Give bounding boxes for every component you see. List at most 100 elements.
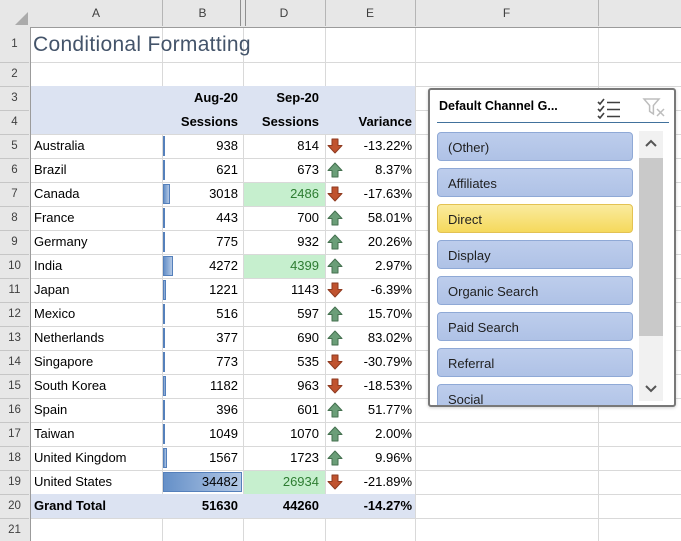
variance-cell[interactable]: -13.22% (363, 138, 412, 153)
sep-sessions-cell[interactable]: 932 (297, 234, 319, 249)
row-header-19[interactable]: 19 (8, 476, 21, 488)
aug-sessions-cell[interactable]: 775 (216, 234, 238, 249)
grand-total-label[interactable]: Grand Total (34, 498, 106, 513)
country-cell[interactable]: Taiwan (34, 426, 75, 441)
variance-cell[interactable]: -21.89% (363, 474, 412, 489)
row-header-21[interactable]: 21 (8, 524, 21, 536)
sep-sessions-cell[interactable]: 814 (297, 138, 319, 153)
sep-sessions-cell[interactable]: 597 (297, 306, 319, 321)
variance-cell[interactable]: -18.53% (363, 378, 412, 393)
variance-cell[interactable]: 83.02% (367, 330, 412, 345)
row-header-5[interactable]: 5 (11, 140, 18, 152)
variance-cell[interactable]: -6.39% (370, 282, 412, 297)
aug-sessions-cell[interactable]: 1221 (209, 282, 238, 297)
aug-sessions-cell[interactable]: 377 (216, 330, 238, 345)
country-cell[interactable]: United States (34, 474, 113, 489)
country-cell[interactable]: India (34, 258, 63, 273)
sep-sessions-cell[interactable]: 601 (297, 402, 319, 417)
grand-total-aug[interactable]: 51630 (201, 498, 238, 513)
country-cell[interactable]: Spain (34, 402, 68, 417)
country-cell[interactable]: United Kingdom (34, 450, 127, 465)
sep-sessions-cell[interactable]: 1070 (290, 426, 319, 441)
column-header-E[interactable]: E (365, 6, 374, 20)
pivot-sessions-2[interactable]: Sessions (261, 114, 319, 129)
aug-sessions-cell[interactable]: 396 (216, 402, 238, 417)
row-header-15[interactable]: 15 (8, 380, 21, 392)
variance-cell[interactable]: 9.96% (375, 450, 412, 465)
row-header-11[interactable]: 11 (8, 284, 21, 296)
row-header-20[interactable]: 20 (8, 500, 21, 512)
slicer-item-paid-search[interactable]: Paid Search (437, 312, 633, 341)
pivot-variance-header[interactable]: Variance (358, 114, 413, 129)
sep-sessions-cell[interactable]: 1143 (291, 282, 319, 297)
row-header-4[interactable]: 4 (11, 116, 18, 128)
country-cell[interactable]: Germany (34, 234, 88, 249)
row-header-1[interactable]: 1 (11, 38, 18, 50)
row-header-7[interactable]: 7 (11, 188, 18, 200)
pivot-month-2[interactable]: Sep-20 (276, 90, 319, 105)
column-header-last[interactable] (598, 0, 681, 26)
slicer-item-display[interactable]: Display (437, 240, 633, 269)
variance-cell[interactable]: 8.37% (375, 162, 412, 177)
country-cell[interactable]: Mexico (34, 306, 76, 321)
sep-sessions-cell[interactable]: 535 (297, 354, 319, 369)
sheet-title[interactable]: Conditional Formatting (33, 33, 251, 56)
variance-cell[interactable]: 51.77% (367, 402, 412, 417)
country-cell[interactable]: South Korea (34, 378, 107, 393)
aug-sessions-cell[interactable]: 443 (216, 210, 238, 225)
slicer-item-other[interactable]: (Other) (437, 132, 633, 161)
aug-sessions-cell[interactable]: 516 (216, 306, 238, 321)
country-cell[interactable]: France (34, 210, 75, 225)
sep-sessions-cell[interactable]: 690 (297, 330, 319, 345)
select-all-corner[interactable] (15, 12, 28, 25)
aug-sessions-cell[interactable]: 4272 (209, 258, 238, 273)
column-header-A[interactable]: A (91, 6, 100, 20)
column-header-F[interactable]: F (502, 6, 511, 20)
variance-cell[interactable]: 20.26% (367, 234, 412, 249)
slicer-item-referral[interactable]: Referral (437, 348, 633, 377)
row-header-2[interactable]: 2 (11, 68, 18, 80)
row-header-10[interactable]: 10 (8, 260, 21, 272)
sep-sessions-cell[interactable]: 4399 (290, 258, 319, 273)
scrollbar-thumb[interactable] (639, 158, 663, 336)
scroll-up-icon[interactable] (639, 131, 663, 155)
sep-sessions-cell[interactable]: 963 (297, 378, 319, 393)
aug-sessions-cell[interactable]: 1049 (209, 426, 238, 441)
country-cell[interactable]: Australia (34, 138, 85, 153)
variance-cell[interactable]: 58.01% (367, 210, 412, 225)
sep-sessions-cell[interactable]: 1723 (290, 450, 319, 465)
aug-sessions-cell[interactable]: 1182 (210, 378, 238, 393)
country-cell[interactable]: Canada (34, 186, 80, 201)
slicer-item-social[interactable]: Social (437, 384, 633, 405)
aug-sessions-cell[interactable]: 3018 (209, 186, 238, 201)
pivot-sessions-1[interactable]: Sessions (180, 114, 238, 129)
sep-sessions-cell[interactable]: 700 (297, 210, 319, 225)
row-header-12[interactable]: 12 (8, 308, 21, 320)
row-header-8[interactable]: 8 (11, 212, 18, 224)
country-cell[interactable]: Netherlands (34, 330, 105, 345)
country-cell[interactable]: Singapore (34, 354, 94, 369)
variance-cell[interactable]: 2.97% (375, 258, 412, 273)
aug-sessions-cell[interactable]: 773 (216, 354, 238, 369)
grand-total-sep[interactable]: 44260 (282, 498, 319, 513)
row-header-3[interactable]: 3 (11, 92, 18, 104)
variance-cell[interactable]: -17.63% (363, 186, 412, 201)
multi-select-icon[interactable] (596, 97, 622, 120)
sep-sessions-cell[interactable]: 673 (297, 162, 319, 177)
row-header-14[interactable]: 14 (8, 356, 21, 368)
row-header-18[interactable]: 18 (8, 452, 21, 464)
row-header-9[interactable]: 9 (11, 236, 18, 248)
slicer-item-organic-search[interactable]: Organic Search (437, 276, 633, 305)
grand-total-variance[interactable]: -14.27% (363, 498, 412, 513)
country-cell[interactable]: Japan (34, 282, 70, 297)
scroll-down-icon[interactable] (639, 377, 663, 401)
clear-filter-icon[interactable] (641, 97, 667, 119)
slicer-item-affiliates[interactable]: Affiliates (437, 168, 633, 197)
pivot-month-1[interactable]: Aug-20 (193, 90, 238, 105)
aug-sessions-cell[interactable]: 1567 (209, 450, 238, 465)
variance-cell[interactable]: 2.00% (375, 426, 412, 441)
variance-cell[interactable]: -30.79% (363, 354, 412, 369)
country-cell[interactable]: Brazil (34, 162, 67, 177)
row-header-13[interactable]: 13 (8, 332, 21, 344)
column-header-B[interactable]: B (198, 6, 207, 20)
